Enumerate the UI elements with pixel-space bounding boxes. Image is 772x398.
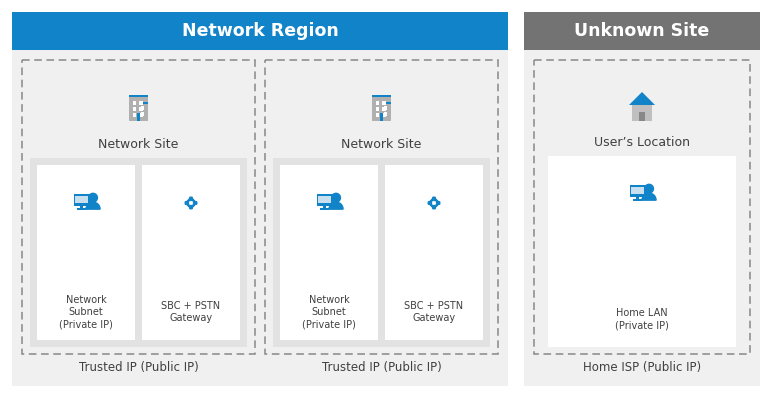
Polygon shape <box>524 12 760 50</box>
Text: Network Site: Network Site <box>98 139 178 152</box>
Text: SBC + PSTN
Gateway: SBC + PSTN Gateway <box>405 301 463 323</box>
Polygon shape <box>375 107 379 111</box>
Polygon shape <box>142 165 240 340</box>
Polygon shape <box>375 113 379 117</box>
Wedge shape <box>642 193 656 200</box>
Polygon shape <box>129 95 148 98</box>
Polygon shape <box>12 12 508 50</box>
Polygon shape <box>280 165 378 340</box>
Wedge shape <box>86 202 100 209</box>
Polygon shape <box>630 185 645 197</box>
Polygon shape <box>382 107 386 111</box>
Polygon shape <box>137 113 141 121</box>
Text: User’s Location: User’s Location <box>594 137 690 150</box>
Polygon shape <box>273 158 490 347</box>
Text: Home LAN
(Private IP): Home LAN (Private IP) <box>615 308 669 330</box>
Polygon shape <box>141 112 144 116</box>
Text: Unknown Site: Unknown Site <box>574 22 709 40</box>
Text: Network
Subnet
(Private IP): Network Subnet (Private IP) <box>59 295 113 330</box>
Text: Home ISP (Public IP): Home ISP (Public IP) <box>583 361 701 375</box>
Circle shape <box>89 193 97 202</box>
Polygon shape <box>37 165 135 340</box>
Polygon shape <box>140 102 148 121</box>
Polygon shape <box>77 208 86 210</box>
Text: Network
Subnet
(Private IP): Network Subnet (Private IP) <box>302 295 356 330</box>
Polygon shape <box>140 101 143 105</box>
Text: Trusted IP (Public IP): Trusted IP (Public IP) <box>79 361 198 375</box>
Polygon shape <box>639 112 645 121</box>
Polygon shape <box>318 195 331 203</box>
Polygon shape <box>382 101 386 105</box>
Polygon shape <box>384 106 388 110</box>
Polygon shape <box>380 113 383 121</box>
Polygon shape <box>129 95 148 121</box>
Polygon shape <box>384 112 388 116</box>
Polygon shape <box>320 208 329 210</box>
Wedge shape <box>329 202 343 209</box>
Polygon shape <box>141 106 144 110</box>
Polygon shape <box>317 194 333 206</box>
Polygon shape <box>629 92 655 105</box>
Polygon shape <box>80 206 83 208</box>
Polygon shape <box>632 105 652 121</box>
Polygon shape <box>636 197 639 199</box>
Text: Network Region: Network Region <box>181 22 338 40</box>
Polygon shape <box>140 102 148 104</box>
Polygon shape <box>382 102 391 104</box>
Polygon shape <box>323 206 326 208</box>
Circle shape <box>332 193 340 202</box>
Polygon shape <box>372 95 391 98</box>
Polygon shape <box>548 156 736 347</box>
Polygon shape <box>133 101 136 105</box>
Polygon shape <box>133 113 136 117</box>
Polygon shape <box>30 158 247 347</box>
Polygon shape <box>382 102 391 121</box>
Polygon shape <box>631 187 644 195</box>
Polygon shape <box>524 12 760 386</box>
Text: Trusted IP (Public IP): Trusted IP (Public IP) <box>322 361 442 375</box>
Polygon shape <box>140 107 143 111</box>
Text: SBC + PSTN
Gateway: SBC + PSTN Gateway <box>161 301 221 323</box>
Polygon shape <box>385 165 483 340</box>
Polygon shape <box>140 113 143 117</box>
Polygon shape <box>375 101 379 105</box>
Polygon shape <box>75 195 88 203</box>
Circle shape <box>645 184 653 193</box>
Polygon shape <box>382 113 386 117</box>
Polygon shape <box>12 12 508 386</box>
Polygon shape <box>372 95 391 121</box>
Polygon shape <box>73 194 90 206</box>
Text: Network Site: Network Site <box>341 139 422 152</box>
Polygon shape <box>633 199 642 201</box>
Polygon shape <box>133 107 136 111</box>
